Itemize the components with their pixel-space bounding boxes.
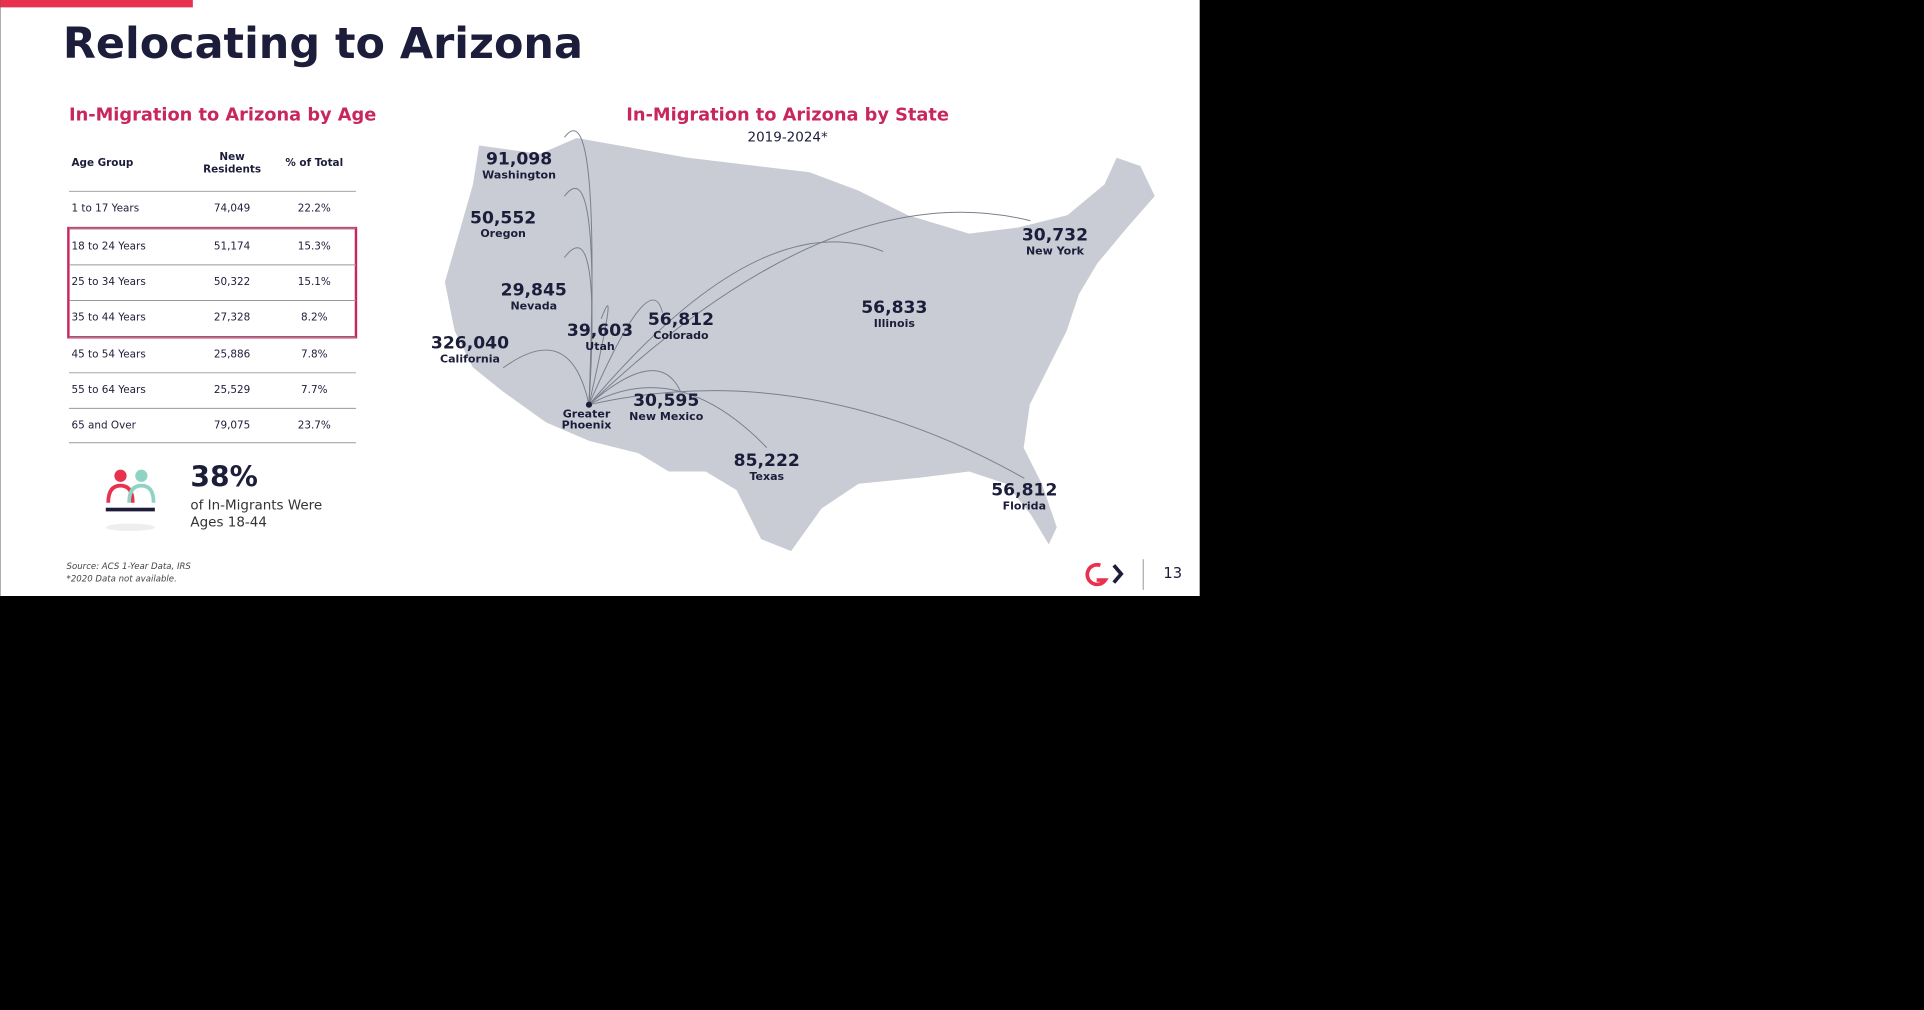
table-header: % of Total [285,157,343,169]
title: Relocating to Arizona [63,19,583,69]
table-cell: 23.7% [298,420,331,432]
logo [1085,562,1124,587]
table-cell: 1 to 17 Years [71,202,139,214]
arc [588,370,682,406]
table-header: New Residents [203,151,261,176]
state-value: 91,098 [486,149,552,169]
table-cell: 50,322 [214,276,250,288]
table-cell: 25 to 34 Years [71,276,145,288]
table-cell: 15.1% [298,276,331,288]
table-cell: 65 and Over [71,420,136,432]
table-cell: 27,328 [214,312,250,324]
slide: Relocating to Arizona In-Migration to Ar… [0,0,1200,596]
arc [564,247,593,405]
page-number: 13 [1163,565,1182,582]
table-title: In-Migration to Arizona by Age [69,104,376,125]
state-name: Utah [585,340,615,353]
table-cell: 35 to 44 Years [71,312,145,324]
table-header: Age Group [71,157,133,169]
hub-label: Phoenix [562,419,612,432]
hub-label: Greater [563,408,611,421]
arc [588,387,768,448]
table-cell: 15.3% [298,240,331,252]
state-name: New York [1026,244,1085,257]
table-cell: 7.7% [301,384,328,396]
state-value: 56,812 [991,481,1057,501]
table-cell: 7.8% [301,348,328,360]
state-value: 56,833 [861,298,927,318]
state-name: California [440,352,500,365]
callout-text: Ages 18-44 [190,514,267,530]
arcs [502,130,1031,479]
table-cell: 55 to 64 Years [71,384,145,396]
state-name: Colorado [653,329,709,342]
state-name: Oregon [480,227,526,240]
state-value: 56,812 [648,310,714,330]
arc [588,241,884,406]
state-name: Washington [482,168,556,181]
people-icon [105,469,156,532]
state-value: 29,845 [501,281,567,301]
state-value: 85,222 [734,451,800,471]
table-cell: 51,174 [214,240,251,252]
arc [588,299,664,405]
table-cell: 74,049 [214,202,250,214]
state-name: Nevada [510,300,557,313]
state-name: New Mexico [629,410,704,423]
state-name: Texas [749,470,784,483]
us-map [443,136,1157,553]
hub-dot [585,401,593,408]
table-cell: 8.2% [301,312,328,324]
table-cell: 25,529 [214,384,250,396]
arc [588,305,609,405]
note: *2020 Data not available. [67,574,177,584]
arc [588,390,1025,479]
callout-value: 38% [190,460,257,493]
arc [588,211,1031,406]
table-cell: 79,075 [214,420,250,432]
map-title: In-Migration to Arizona by State [626,104,949,125]
table-cell: 45 to 54 Years [71,348,145,360]
state-value: 39,603 [567,321,633,341]
table-cell: 18 to 24 Years [71,240,145,252]
state-name: Illinois [874,317,916,330]
state-value: 30,732 [1022,225,1088,245]
state-value: 326,040 [431,333,509,353]
arc [502,349,590,405]
table-cell: 25,886 [214,348,250,360]
source: Source: ACS 1-Year Data, IRS [67,562,192,572]
state-value: 50,552 [470,208,536,228]
state-value: 30,595 [633,391,699,411]
table-cell: 22.2% [298,202,331,214]
section-tab [0,0,193,8]
map-subtitle: 2019-2024* [748,129,828,145]
state-name: Florida [1003,499,1046,512]
callout-text: of In-Migrants Were [190,497,322,513]
